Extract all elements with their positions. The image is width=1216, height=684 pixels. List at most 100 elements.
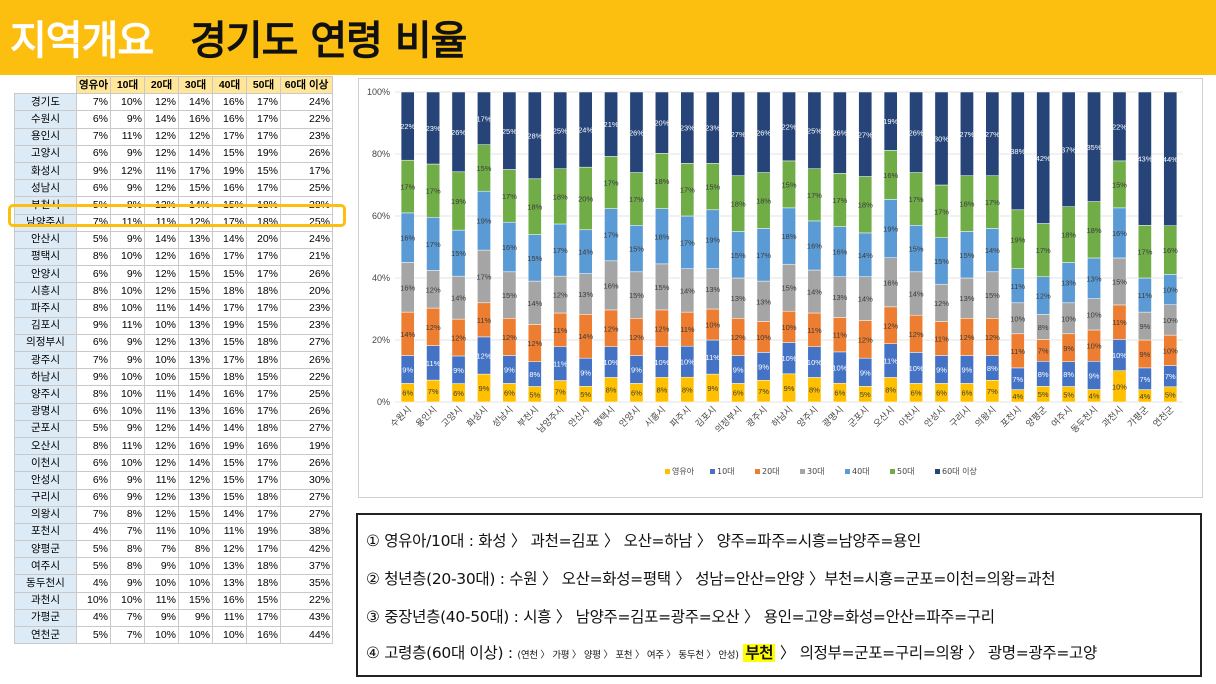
ratio-cell: 7%	[144, 540, 179, 559]
region-name-cell: 이천시	[14, 454, 77, 473]
ratio-cell: 38%	[280, 522, 333, 542]
ratio-cell: 12%	[178, 213, 213, 232]
ratio-cell: 14%	[178, 144, 213, 163]
ratio-cell: 10%	[110, 299, 145, 318]
ratio-cell: 11%	[144, 591, 179, 610]
bar-segment	[832, 91, 847, 174]
data-label: 16%	[400, 234, 415, 243]
ratio-cell: 17%	[246, 608, 281, 628]
title-age-ratio: 경기도 연령 비율	[190, 18, 467, 64]
legend-swatch	[665, 469, 670, 474]
ratio-cell: 13%	[178, 350, 213, 370]
legend-label: 50대	[897, 467, 915, 476]
ratio-cell: 17%	[178, 161, 213, 181]
ratio-cell: 12%	[144, 265, 179, 284]
table-row: 안양시 6% 9% 12% 15% 15% 17% 26%	[14, 265, 333, 284]
ratio-cell: 10%	[144, 368, 179, 387]
ratio-cell: 8%	[110, 505, 145, 524]
ratio-cell: 14%	[144, 230, 179, 249]
data-label: 14%	[578, 332, 593, 341]
ratio-cell: 10%	[178, 625, 213, 645]
bar-segment	[858, 91, 873, 177]
data-label: 5%	[1038, 390, 1049, 399]
ratio-cell: 9%	[110, 471, 145, 490]
data-label: 16%	[832, 248, 847, 257]
ratio-cell: 20%	[246, 230, 281, 249]
legend-swatch	[890, 469, 895, 474]
table-row: 화성시 9% 12% 11% 17% 19% 15% 17%	[14, 161, 333, 181]
data-label: 12%	[909, 330, 924, 339]
table-row: 포천시 4% 7% 11% 10% 11% 19% 38%	[14, 522, 333, 542]
ratio-cell: 27%	[280, 419, 333, 438]
data-label: 13%	[731, 294, 746, 303]
data-label: 11%	[553, 360, 568, 369]
data-label: 10%	[1112, 382, 1127, 391]
bar-segment	[629, 91, 644, 173]
note-line-2: ② 청년층(20-30대) : 수원 〉 오산=화성=평택 〉 성남=안산=안양…	[366, 570, 1056, 588]
data-label: 6%	[936, 389, 947, 398]
data-label: 26%	[832, 129, 847, 138]
ratio-cell: 6%	[76, 402, 111, 421]
data-label: 17%	[985, 198, 1000, 207]
data-label: 14%	[527, 299, 542, 308]
data-label: 24%	[578, 126, 593, 135]
table-row: 광명시 6% 10% 11% 13% 16% 17% 26%	[14, 402, 333, 421]
data-label: 7%	[1012, 375, 1023, 384]
data-label: 18%	[858, 201, 873, 210]
ratio-cell: 14%	[178, 454, 213, 473]
data-label: 10%	[654, 358, 669, 367]
ratio-cell: 11%	[212, 522, 247, 542]
data-label: 19%	[883, 225, 898, 234]
bar-segment	[1138, 91, 1152, 226]
x-tick-label: 군포시	[846, 404, 871, 429]
x-tick-label: 수원시	[388, 404, 413, 429]
ratio-cell: 13%	[178, 316, 213, 335]
data-label: 12%	[629, 333, 644, 342]
bar-segment	[655, 91, 669, 154]
ratio-cell: 7%	[110, 625, 145, 645]
data-label: 10%	[1163, 316, 1178, 325]
ratio-cell: 15%	[212, 454, 247, 473]
ratio-cell: 17%	[246, 385, 281, 404]
data-label: 11%	[1011, 282, 1026, 291]
ratio-cell: 9%	[76, 161, 111, 181]
ratio-cell: 10%	[212, 625, 247, 645]
bar-segment	[578, 91, 593, 168]
data-label: 15%	[654, 283, 669, 292]
data-label: 12%	[883, 321, 898, 330]
data-label: 7%	[758, 387, 769, 396]
ratio-cell: 10%	[110, 385, 145, 404]
ratio-cell: 12%	[110, 161, 145, 181]
table-header-row: 영유아 10대 20대 30대 40대 50대 60대 이상	[14, 75, 333, 95]
ratio-cell: 9%	[110, 179, 145, 198]
ratio-cell: 19%	[280, 436, 333, 456]
ratio-cell: 15%	[246, 591, 281, 610]
y-tick-label: 0%	[377, 397, 390, 407]
data-label: 5%	[860, 390, 871, 399]
ratio-cell: 11%	[144, 402, 179, 421]
data-label: 14%	[451, 294, 466, 303]
legend-label: 60대 이상	[942, 466, 977, 476]
bar-segment	[1061, 91, 1076, 207]
data-label: 9%	[707, 384, 718, 393]
bar-segment	[985, 91, 1000, 176]
table-row: 안산시 5% 9% 14% 13% 14% 20% 24%	[14, 230, 333, 249]
bar-segment	[1163, 91, 1178, 226]
data-label: 14%	[858, 251, 873, 260]
data-label: 15%	[781, 180, 796, 189]
data-label: 8%	[682, 386, 693, 395]
ratio-cell: 16%	[246, 625, 281, 645]
ratio-cell: 18%	[212, 368, 247, 387]
data-label: 9%	[784, 384, 795, 393]
data-label: 8%	[809, 386, 820, 395]
chart-panel: 0% 20% 40% 60% 80% 100% 6% 9% 14% 16% 16% 17% 22% 수원시…	[358, 78, 1203, 498]
data-label: 16%	[807, 241, 822, 250]
data-label: 26%	[756, 128, 771, 137]
data-label: 10%	[832, 364, 847, 373]
data-label: 12%	[604, 324, 619, 333]
data-label: 18%	[1061, 231, 1076, 240]
ratio-cell: 9%	[76, 316, 111, 335]
data-label: 12%	[654, 324, 669, 333]
data-label: 7%	[555, 387, 566, 396]
ratio-cell: 10%	[144, 350, 179, 370]
